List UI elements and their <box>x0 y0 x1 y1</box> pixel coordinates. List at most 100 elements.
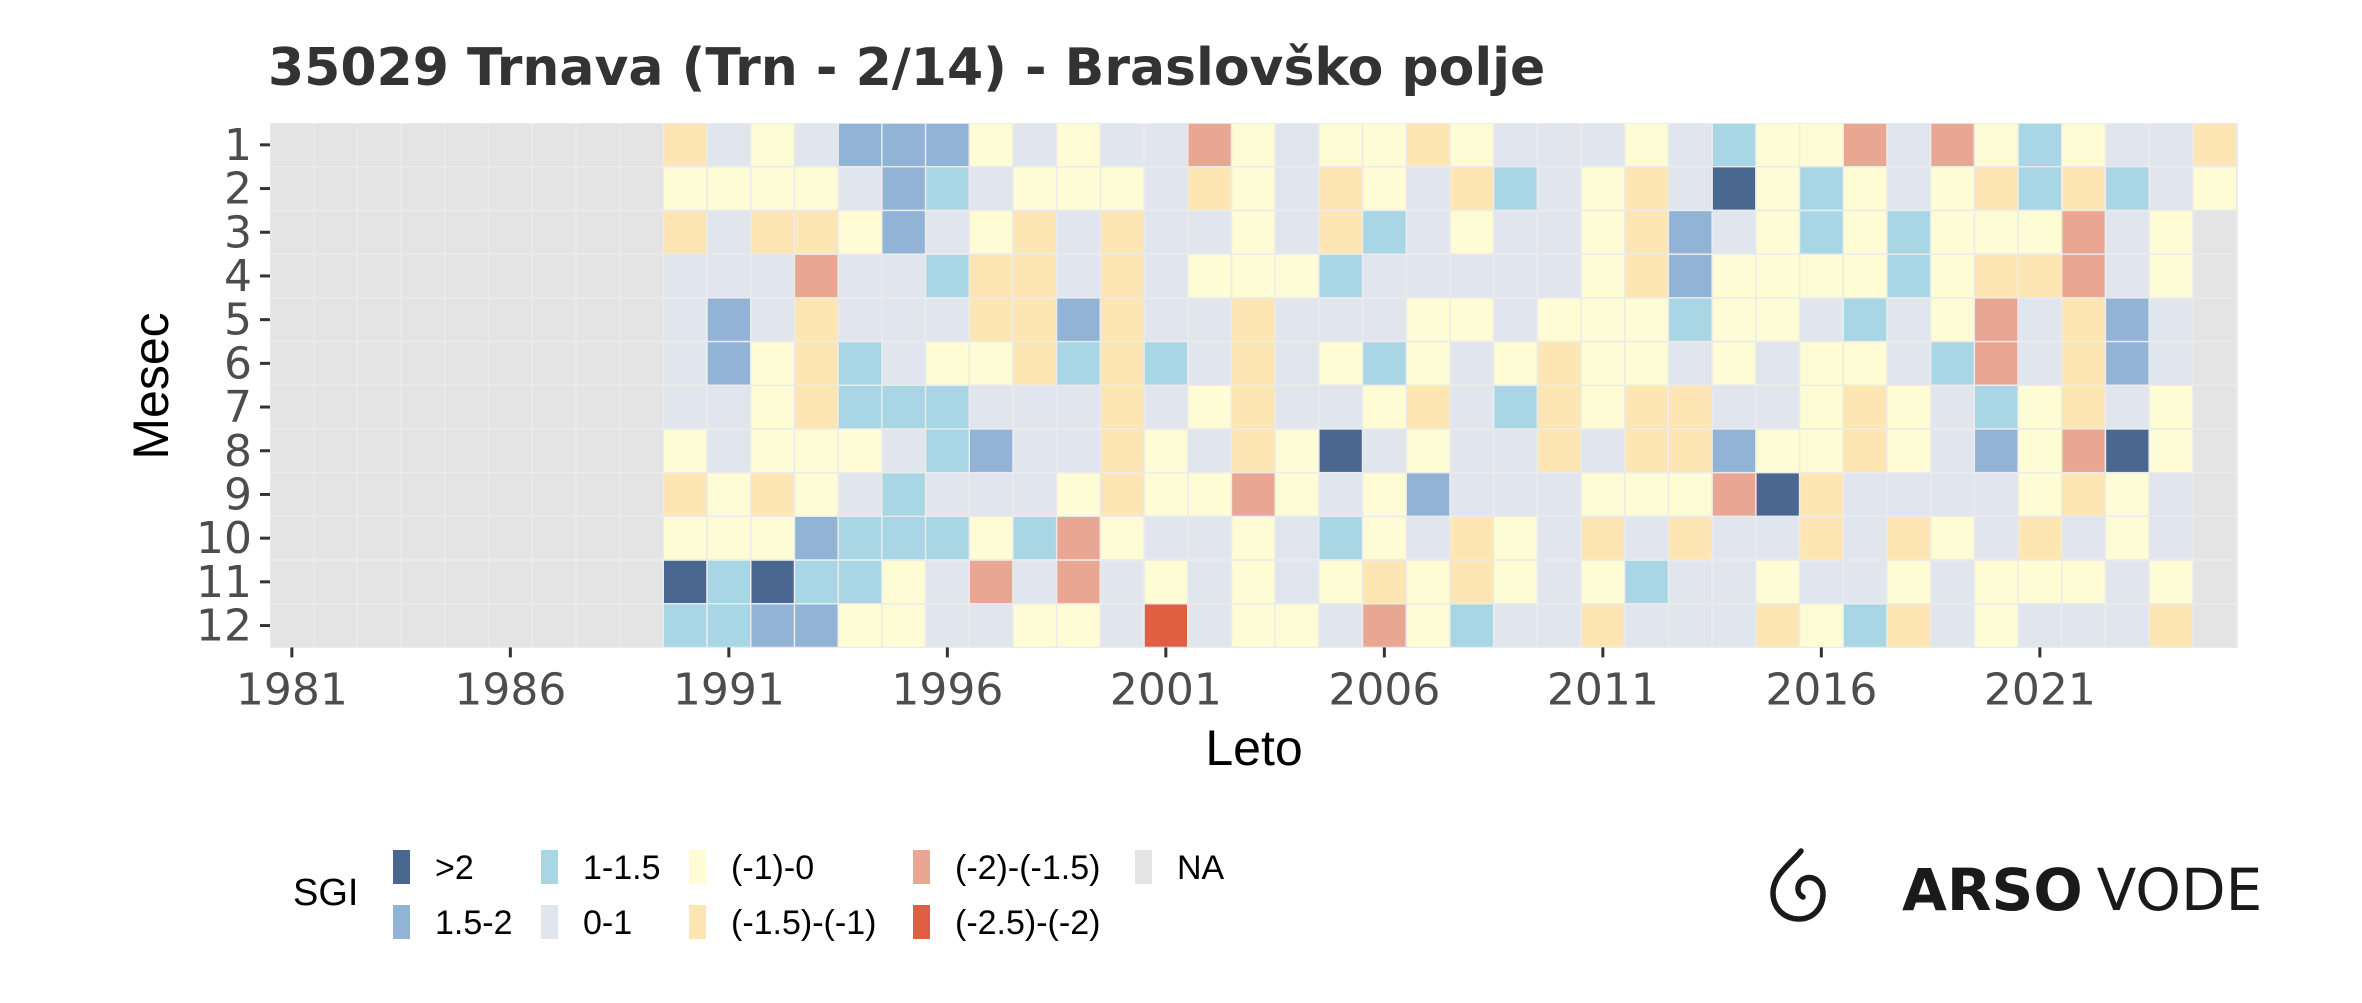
heatmap-cell <box>1319 429 1362 472</box>
heatmap-cell <box>664 473 707 516</box>
heatmap-cell <box>707 298 750 341</box>
heatmap-cell <box>1669 517 1712 560</box>
heatmap-cell <box>489 123 532 166</box>
heatmap-cell <box>664 211 707 254</box>
heatmap-cell <box>664 167 707 210</box>
heatmap-cell <box>1931 560 1974 603</box>
heatmap-cell <box>1712 254 1756 298</box>
heatmap-cell <box>1188 429 1231 472</box>
heatmap-cell <box>533 473 576 516</box>
heatmap-cell <box>882 604 925 647</box>
heatmap-cell <box>1581 254 1624 298</box>
heatmap-cell <box>1450 167 1493 210</box>
heatmap-cell <box>1581 211 1624 254</box>
heatmap-cell <box>1975 604 2018 647</box>
legend-swatch <box>913 850 930 884</box>
heatmap-cell <box>489 517 532 560</box>
x-axis-title: Leto <box>1205 720 1302 776</box>
heatmap-cell <box>751 560 794 603</box>
heatmap-cell <box>1669 211 1712 254</box>
heatmap-cell <box>838 604 882 647</box>
heatmap-cell <box>838 254 882 298</box>
heatmap-cell <box>2193 560 2236 603</box>
heatmap-cell <box>576 604 619 647</box>
legend-swatch <box>689 905 706 939</box>
heatmap-cell <box>576 429 619 472</box>
heatmap-cell <box>1144 211 1187 254</box>
heatmap-cell <box>1712 604 1756 647</box>
heatmap-cell <box>620 604 663 647</box>
heatmap-cell <box>882 342 925 385</box>
heatmap-cell <box>1712 123 1756 166</box>
heatmap-cell <box>2193 123 2236 166</box>
heatmap-cell <box>2062 517 2105 560</box>
heatmap-cell <box>2149 254 2193 298</box>
heatmap-cell <box>1756 604 1799 647</box>
heatmap-cell <box>270 429 313 472</box>
heatmap-cell <box>1144 473 1187 516</box>
heatmap-cell <box>2106 211 2149 254</box>
heatmap-cell <box>1975 211 2018 254</box>
heatmap-cell <box>970 429 1013 472</box>
heatmap-cell <box>1756 298 1799 341</box>
heatmap-cell <box>576 560 619 603</box>
heatmap-cell <box>882 123 925 166</box>
heatmap-cell <box>707 386 750 429</box>
heatmap-cell <box>970 560 1013 603</box>
heatmap-cell <box>445 386 488 429</box>
heatmap-cell <box>1494 342 1537 385</box>
heatmap-cell <box>1013 167 1056 210</box>
heatmap-cell <box>1450 123 1493 166</box>
legend-swatch <box>1135 850 1152 884</box>
heatmap-cell <box>358 254 401 298</box>
heatmap-cell <box>533 429 576 472</box>
heatmap-cell <box>970 473 1013 516</box>
heatmap-cell <box>926 473 969 516</box>
heatmap-cell <box>1625 560 1668 603</box>
heatmap-cell <box>270 211 313 254</box>
heatmap-cell <box>489 386 532 429</box>
heatmap-cell <box>1232 298 1275 341</box>
heatmap-cell <box>401 254 445 298</box>
heatmap-cell <box>838 211 882 254</box>
heatmap-cell <box>1450 473 1493 516</box>
heatmap-cell <box>2062 298 2105 341</box>
heatmap-cell <box>576 123 619 166</box>
heatmap-cell <box>1450 298 1493 341</box>
heatmap-cell <box>1188 298 1231 341</box>
heatmap-cell <box>795 254 838 298</box>
heatmap-cell <box>358 211 401 254</box>
heatmap-cell <box>1800 560 1843 603</box>
heatmap-cell <box>489 429 532 472</box>
heatmap-cell <box>664 560 707 603</box>
heatmap-cell <box>620 517 663 560</box>
heatmap-cell <box>2062 386 2105 429</box>
heatmap-cell <box>2149 298 2193 341</box>
heatmap-cell <box>1756 211 1799 254</box>
heatmap-cell <box>2149 560 2193 603</box>
heatmap-cell <box>1538 604 1581 647</box>
heatmap-cell <box>620 298 663 341</box>
heatmap-cell <box>1101 298 1144 341</box>
heatmap-cell <box>1625 123 1668 166</box>
heatmap-cell <box>664 342 707 385</box>
x-tick-label: 2006 <box>1328 664 1440 715</box>
heatmap-cell <box>1625 473 1668 516</box>
heatmap-cell <box>1669 429 1712 472</box>
heatmap-cell <box>1975 386 2018 429</box>
heatmap-cell <box>401 604 445 647</box>
heatmap-cell <box>1275 254 1318 298</box>
heatmap-cell <box>751 167 794 210</box>
heatmap-cell <box>882 429 925 472</box>
heatmap-cell <box>2106 123 2149 166</box>
heatmap-cell <box>1144 342 1187 385</box>
heatmap-cell <box>2193 298 2236 341</box>
heatmap-cell <box>1538 123 1581 166</box>
heatmap-cell <box>576 517 619 560</box>
heatmap-cell <box>1363 342 1406 385</box>
heatmap-cell <box>1800 473 1843 516</box>
heatmap-cell <box>707 342 750 385</box>
heatmap-cell <box>751 211 794 254</box>
heatmap-cell <box>533 517 576 560</box>
heatmap-cell <box>1931 123 1974 166</box>
